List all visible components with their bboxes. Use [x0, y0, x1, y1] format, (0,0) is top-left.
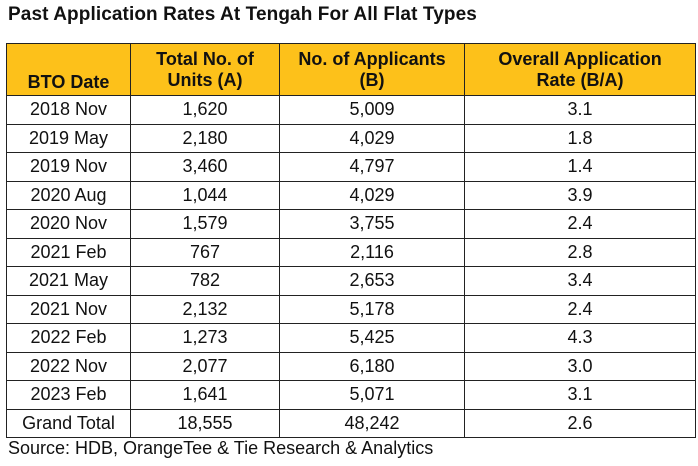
header-applicants: No. of Applicants (B) [279, 43, 465, 96]
cell-applicants: 4,029 [279, 123, 465, 153]
cell-application-rate: 3.4 [464, 266, 696, 296]
cell-applicants: 5,178 [279, 294, 465, 324]
header-line: No. of Applicants [298, 48, 446, 69]
header-line: Overall Application [498, 48, 662, 69]
header-line: Units (A) [167, 69, 243, 90]
cell-total-units: 1,579 [130, 209, 280, 239]
cell-applicants: 48,242 [279, 408, 465, 438]
table-row: 2019 May 2,180 4,029 1.8 [6, 123, 696, 153]
cell-total-units: 767 [130, 237, 280, 267]
source-note: Source: HDB, OrangeTee & Tie Research & … [8, 438, 434, 458]
cell-application-rate: 2.6 [464, 408, 696, 438]
page-title: Past Application Rates At Tengah For All… [8, 4, 477, 25]
cell-application-rate: 2.8 [464, 237, 696, 267]
cell-total-units: 2,077 [130, 351, 280, 381]
cell-applicants: 5,071 [279, 380, 465, 410]
cell-applicants: 5,425 [279, 323, 465, 353]
cell-bto-date: 2020 Nov [6, 209, 131, 239]
table-row: 2021 Feb 767 2,116 2.8 [6, 237, 696, 267]
cell-application-rate: 4.3 [464, 323, 696, 353]
table-row: 2021 Nov 2,132 5,178 2.4 [6, 294, 696, 324]
cell-total-units: 3,460 [130, 152, 280, 182]
cell-application-rate: 2.4 [464, 209, 696, 239]
cell-application-rate: 3.0 [464, 351, 696, 381]
cell-application-rate: 3.9 [464, 180, 696, 210]
cell-total-units: 2,180 [130, 123, 280, 153]
cell-applicants: 2,653 [279, 266, 465, 296]
application-rates-table: BTO Date Total No. of Units (A) No. of A… [6, 43, 696, 438]
header-bto-date: BTO Date [6, 43, 131, 96]
header-line: (B) [359, 69, 385, 90]
cell-total-units: 1,641 [130, 380, 280, 410]
cell-total-units: 1,620 [130, 95, 280, 125]
cell-bto-date: Grand Total [6, 408, 131, 438]
cell-applicants: 5,009 [279, 95, 465, 125]
table-row: 2022 Nov 2,077 6,180 3.0 [6, 351, 696, 381]
table-row: 2019 Nov 3,460 4,797 1.4 [6, 152, 696, 182]
cell-total-units: 1,044 [130, 180, 280, 210]
cell-total-units: 1,273 [130, 323, 280, 353]
cell-bto-date: 2021 May [6, 266, 131, 296]
cell-application-rate: 2.4 [464, 294, 696, 324]
table-header-row: BTO Date Total No. of Units (A) No. of A… [6, 43, 696, 96]
cell-applicants: 2,116 [279, 237, 465, 267]
header-line: Rate (B/A) [536, 69, 624, 90]
cell-bto-date: 2021 Feb [6, 237, 131, 267]
table-row: 2021 May 782 2,653 3.4 [6, 266, 696, 296]
cell-bto-date: 2019 Nov [6, 152, 131, 182]
cell-bto-date: 2018 Nov [6, 95, 131, 125]
table-row: 2018 Nov 1,620 5,009 3.1 [6, 95, 696, 125]
cell-bto-date: 2022 Feb [6, 323, 131, 353]
cell-bto-date: 2021 Nov [6, 294, 131, 324]
header-line: Total No. of [156, 48, 254, 69]
cell-bto-date: 2023 Feb [6, 380, 131, 410]
cell-total-units: 2,132 [130, 294, 280, 324]
table-row: 2022 Feb 1,273 5,425 4.3 [6, 323, 696, 353]
cell-application-rate: 1.4 [464, 152, 696, 182]
table-row: 2020 Aug 1,044 4,029 3.9 [6, 180, 696, 210]
header-application-rate: Overall Application Rate (B/A) [464, 43, 696, 96]
cell-application-rate: 1.8 [464, 123, 696, 153]
cell-bto-date: 2020 Aug [6, 180, 131, 210]
cell-total-units: 782 [130, 266, 280, 296]
cell-applicants: 6,180 [279, 351, 465, 381]
table-row: 2020 Nov 1,579 3,755 2.4 [6, 209, 696, 239]
header-line: BTO Date [27, 72, 110, 92]
cell-applicants: 4,797 [279, 152, 465, 182]
cell-application-rate: 3.1 [464, 380, 696, 410]
header-total-units: Total No. of Units (A) [130, 43, 280, 96]
cell-application-rate: 3.1 [464, 95, 696, 125]
cell-bto-date: 2022 Nov [6, 351, 131, 381]
cell-applicants: 4,029 [279, 180, 465, 210]
cell-bto-date: 2019 May [6, 123, 131, 153]
table-row: 2023 Feb 1,641 5,071 3.1 [6, 380, 696, 410]
cell-applicants: 3,755 [279, 209, 465, 239]
cell-total-units: 18,555 [130, 408, 280, 438]
table-total-row: Grand Total 18,555 48,242 2.6 [6, 408, 696, 438]
